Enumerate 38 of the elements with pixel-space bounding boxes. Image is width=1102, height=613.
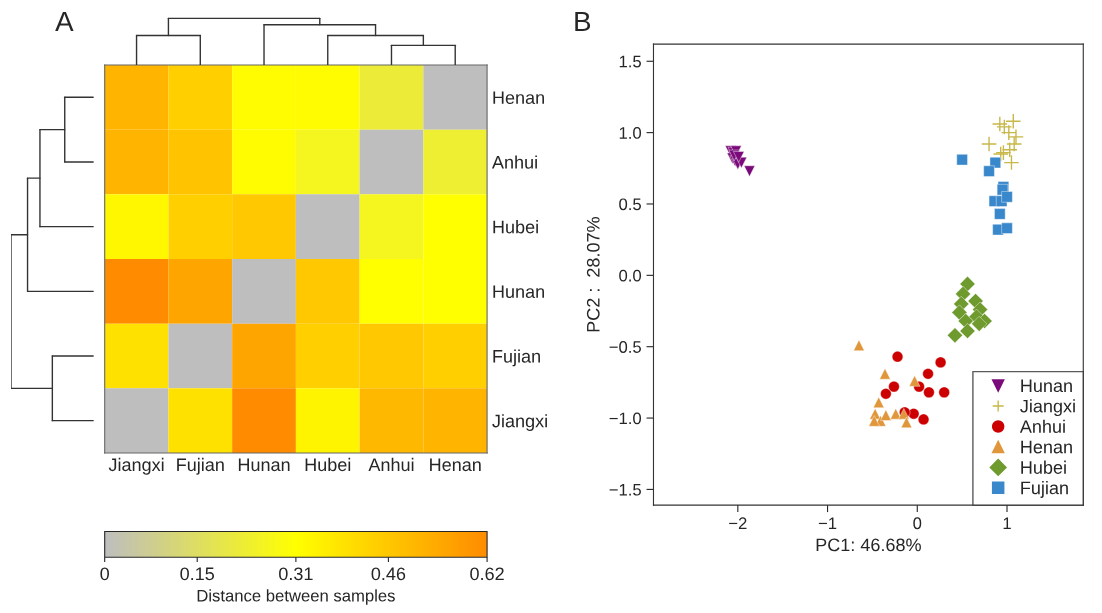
y-tick-label: −0.5 [609, 341, 641, 353]
legend-label: Jiangxi [1020, 399, 1075, 417]
y-tick-label: −1.5 [609, 483, 641, 496]
y-tick-label: Jiangxi [492, 414, 547, 431]
color-bar-label: 0.31 [279, 567, 313, 581]
y-tick-label: Anhui [491, 155, 537, 169]
y-tick-label: Henan [493, 91, 544, 105]
x-tick-label: Anhui [368, 457, 414, 472]
y-tick-label: 0.0 [619, 269, 642, 282]
y-tick-label: Hubei [493, 220, 538, 234]
chart-title: A [55, 11, 74, 32]
y-axis-title: PC2 : 28.07% [586, 217, 600, 332]
color-bar-label: 0.15 [180, 567, 215, 581]
y-tick-label: Hunan [493, 285, 544, 299]
x-tick-label: −1 [818, 517, 837, 529]
x-tick-label: Hunan [238, 458, 290, 472]
color-bar-label: 0.62 [470, 567, 504, 581]
y-tick-label: Fujian [493, 349, 540, 367]
y-tick-label: 0.5 [619, 198, 641, 211]
x-tick-label: Hubei [305, 457, 351, 472]
legend-label: Henan [1021, 440, 1072, 454]
x-tick-label: Henan [430, 458, 481, 472]
x-tick-label: −2 [729, 517, 747, 529]
chart-title: B [575, 11, 591, 32]
legend-label: Fujian [1021, 481, 1068, 498]
legend-label: Hunan [1021, 379, 1072, 393]
x-tick-label: Fujian [177, 457, 224, 475]
y-tick-label: 1.0 [619, 127, 642, 139]
color-bar-label: 0.46 [371, 567, 406, 581]
color-bar-title: Distance between samples [197, 589, 395, 605]
color-bar-label: 0 [100, 567, 109, 581]
x-tick-label: Jiangxi [108, 457, 164, 475]
x-tick-label: 0 [913, 517, 922, 530]
y-tick-label: 1.5 [619, 55, 641, 68]
y-tick-label: −1.0 [609, 412, 642, 425]
legend-label: Anhui [1019, 419, 1065, 433]
x-axis-title: PC1: 46.68% [816, 538, 921, 552]
x-tick-label: 1 [1003, 517, 1011, 529]
